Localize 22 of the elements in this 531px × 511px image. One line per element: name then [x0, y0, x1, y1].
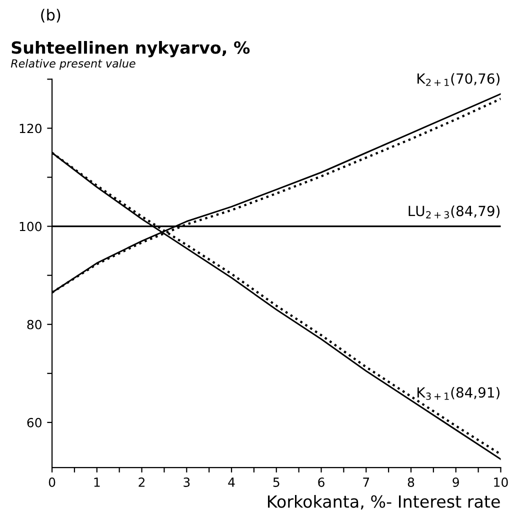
x-tick-label: 9: [452, 478, 459, 487]
x-tick-label: 5: [273, 478, 280, 487]
x-tick-label: 10: [494, 478, 508, 487]
x-tick-label: 3: [184, 478, 190, 487]
series-label: LU$_{2+3}$(84,79): [408, 206, 500, 218]
x-tick-label: 1: [94, 478, 100, 487]
x-tick-label: 8: [408, 478, 414, 487]
x-tick-label: 0: [48, 478, 56, 487]
y-tick-label: 100: [20, 222, 42, 232]
series-label: K$_{2+1}$(70,76): [418, 73, 500, 86]
x-tick-label: 4: [228, 478, 235, 487]
x-tick-label: 6: [318, 478, 324, 487]
y-tick-label: 120: [20, 124, 42, 134]
y-tick-label: 60: [27, 418, 42, 428]
x-axis-title: Korkokanta, %- Interest rate: [268, 494, 500, 510]
series-label: K$_{3+1}$(84,91): [418, 386, 500, 400]
text: (b): [41, 8, 60, 22]
chart-subtitle: Relative present value: [10, 59, 136, 70]
y-tick-label: 80: [27, 320, 42, 330]
x-tick-label: 2: [138, 478, 144, 487]
x-tick-label: 7: [363, 478, 370, 487]
chart-title: Suhteellinen nykyarvo, %: [12, 40, 250, 58]
